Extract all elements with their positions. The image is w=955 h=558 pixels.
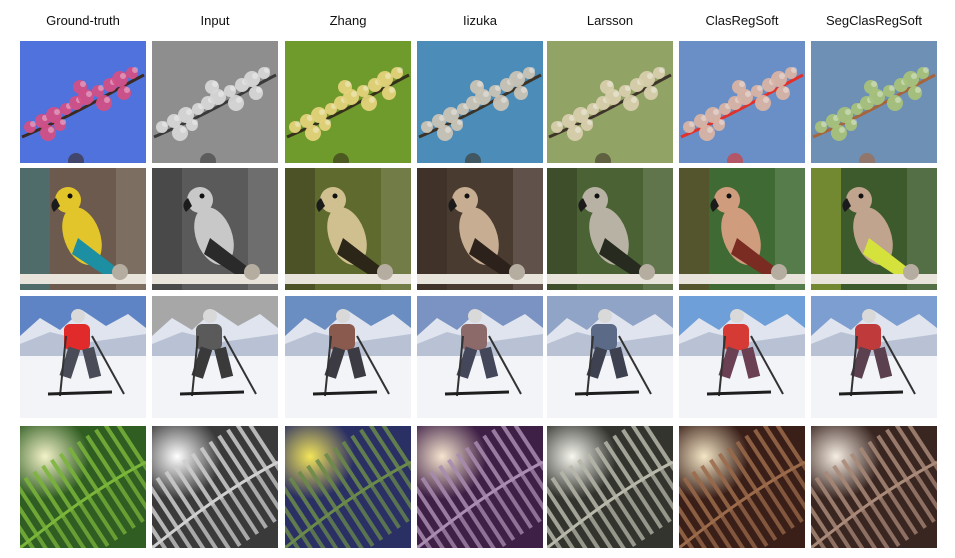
photo-thumbnail bbox=[811, 296, 937, 418]
parrot-image-input bbox=[152, 168, 278, 290]
photo-thumbnail bbox=[811, 41, 937, 163]
photo-thumbnail bbox=[417, 168, 543, 290]
skier-image-clasregsoft bbox=[679, 296, 805, 418]
photo-thumbnail bbox=[417, 41, 543, 163]
photo-thumbnail bbox=[20, 41, 146, 163]
photo-thumbnail bbox=[285, 41, 411, 163]
photo-thumbnail bbox=[20, 296, 146, 418]
parrot-image-clasregsoft bbox=[679, 168, 805, 290]
photo-thumbnail bbox=[811, 426, 937, 548]
skier-image-iizuka bbox=[417, 296, 543, 418]
photo-thumbnail bbox=[152, 426, 278, 548]
palm-leaves-image-larsson bbox=[547, 426, 673, 548]
palm-leaves-image-zhang bbox=[285, 426, 411, 548]
palm-leaves-image-input bbox=[152, 426, 278, 548]
cherry-blossom-image-zhang bbox=[285, 41, 411, 163]
photo-thumbnail bbox=[547, 168, 673, 290]
cherry-blossom-image-clasregsoft bbox=[679, 41, 805, 163]
photo-thumbnail bbox=[152, 41, 278, 163]
column-header: Iizuka bbox=[463, 13, 497, 28]
column-header: Zhang bbox=[329, 13, 367, 28]
column-header: Input bbox=[200, 13, 230, 28]
skier-image-ground-truth bbox=[20, 296, 146, 418]
column-header: Ground-truth bbox=[46, 13, 120, 28]
photo-thumbnail bbox=[152, 296, 278, 418]
palm-leaves-image-segclasregsoft bbox=[811, 426, 937, 548]
cherry-blossom-image-larsson bbox=[547, 41, 673, 163]
palm-leaves-image-ground-truth bbox=[20, 426, 146, 548]
parrot-image-larsson bbox=[547, 168, 673, 290]
photo-thumbnail bbox=[679, 168, 805, 290]
photo-thumbnail bbox=[547, 41, 673, 163]
photo-thumbnail bbox=[20, 426, 146, 548]
parrot-image-segclasregsoft bbox=[811, 168, 937, 290]
skier-image-input bbox=[152, 296, 278, 418]
skier-image-larsson bbox=[547, 296, 673, 418]
photo-thumbnail bbox=[547, 426, 673, 548]
cherry-blossom-image-iizuka bbox=[417, 41, 543, 163]
photo-thumbnail bbox=[417, 426, 543, 548]
photo-thumbnail bbox=[547, 296, 673, 418]
photo-thumbnail bbox=[285, 168, 411, 290]
photo-thumbnail bbox=[417, 296, 543, 418]
photo-thumbnail bbox=[679, 426, 805, 548]
photo-thumbnail bbox=[679, 41, 805, 163]
column-header: SegClasRegSoft bbox=[825, 13, 923, 28]
parrot-image-zhang bbox=[285, 168, 411, 290]
parrot-image-ground-truth bbox=[20, 168, 146, 290]
parrot-image-iizuka bbox=[417, 168, 543, 290]
skier-image-segclasregsoft bbox=[811, 296, 937, 418]
cherry-blossom-image-segclasregsoft bbox=[811, 41, 937, 163]
photo-thumbnail bbox=[811, 168, 937, 290]
cherry-blossom-image-input bbox=[152, 41, 278, 163]
photo-thumbnail bbox=[679, 296, 805, 418]
photo-thumbnail bbox=[285, 296, 411, 418]
photo-thumbnail bbox=[20, 168, 146, 290]
cherry-blossom-image-ground-truth bbox=[20, 41, 146, 163]
photo-thumbnail bbox=[152, 168, 278, 290]
palm-leaves-image-iizuka bbox=[417, 426, 543, 548]
palm-leaves-image-clasregsoft bbox=[679, 426, 805, 548]
photo-thumbnail bbox=[285, 426, 411, 548]
column-header: ClasRegSoft bbox=[705, 13, 779, 28]
column-header: Larsson bbox=[586, 13, 634, 28]
skier-image-zhang bbox=[285, 296, 411, 418]
